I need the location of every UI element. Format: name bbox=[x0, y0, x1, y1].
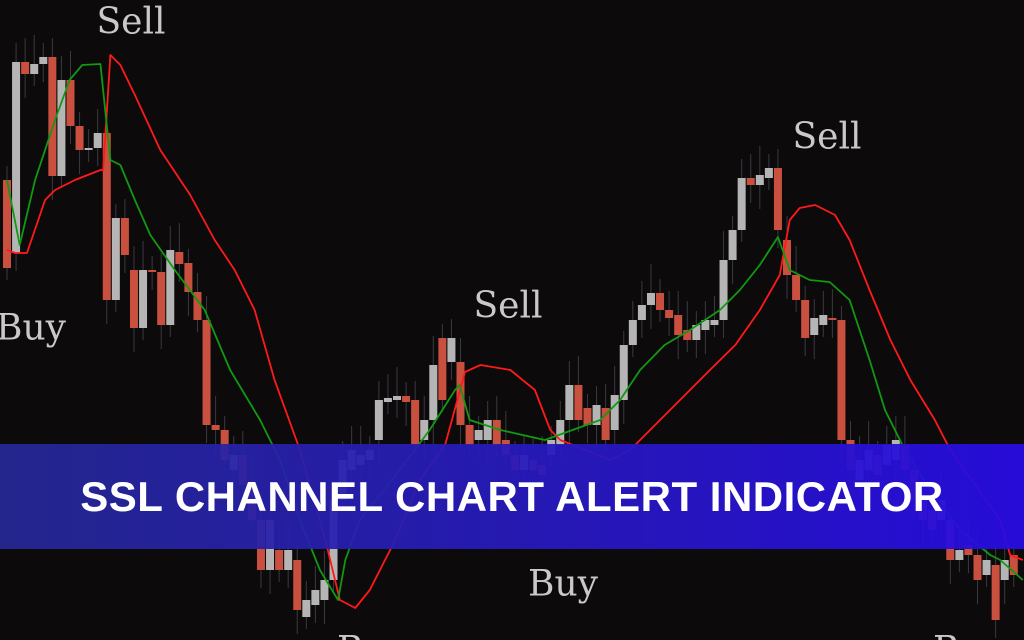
bearish-candle bbox=[157, 272, 166, 325]
bearish-candle bbox=[129, 270, 138, 328]
bullish-candle bbox=[320, 580, 329, 600]
bearish-candle bbox=[465, 425, 474, 445]
bullish-candle bbox=[628, 320, 637, 345]
bearish-candle bbox=[773, 168, 782, 230]
bearish-candle bbox=[583, 408, 592, 425]
sell-signal-label: Sell bbox=[473, 285, 543, 327]
bullish-candle bbox=[610, 395, 619, 430]
bullish-candle bbox=[982, 560, 991, 575]
bullish-candle bbox=[646, 293, 655, 305]
bearish-candle bbox=[48, 57, 57, 176]
bearish-candle bbox=[3, 180, 11, 268]
bullish-candle bbox=[637, 305, 646, 320]
bearish-candle bbox=[674, 315, 683, 335]
bullish-candle bbox=[955, 550, 964, 560]
bearish-candle bbox=[202, 320, 211, 425]
bullish-candle bbox=[139, 270, 148, 328]
bearish-candle bbox=[746, 178, 755, 185]
bullish-candle bbox=[556, 420, 565, 445]
bullish-candle bbox=[166, 250, 175, 325]
bearish-candle bbox=[665, 310, 674, 318]
bullish-candle bbox=[383, 398, 392, 402]
bearish-candle bbox=[1009, 555, 1018, 575]
bullish-candle bbox=[429, 365, 438, 420]
buy-signal-label: Buy bbox=[528, 563, 598, 605]
bearish-candle bbox=[973, 555, 982, 580]
bearish-candle bbox=[411, 400, 420, 445]
bearish-candle bbox=[792, 275, 801, 300]
bullish-candle bbox=[93, 133, 102, 148]
bullish-candle bbox=[57, 80, 66, 176]
bearish-candle bbox=[102, 133, 111, 300]
bearish-candle bbox=[148, 270, 157, 272]
bullish-candle bbox=[374, 400, 383, 440]
bullish-candle bbox=[12, 62, 21, 253]
bearish-candle bbox=[21, 62, 30, 74]
bearish-candle bbox=[783, 240, 792, 275]
bearish-candle bbox=[293, 560, 302, 610]
bullish-candle bbox=[483, 420, 492, 440]
buy-signal-label: Buy bbox=[337, 630, 407, 640]
bearish-candle bbox=[175, 252, 184, 264]
bullish-candle bbox=[447, 338, 456, 362]
ssl-red-line bbox=[6, 54, 1024, 609]
bearish-candle bbox=[402, 396, 411, 402]
buy-signal-label: Buy bbox=[0, 307, 66, 349]
bullish-candle bbox=[728, 230, 737, 260]
sell-signal-label: Sell bbox=[96, 1, 166, 43]
bullish-candle bbox=[764, 168, 773, 178]
bearish-candle bbox=[211, 425, 220, 430]
bearish-candle bbox=[492, 420, 501, 445]
bearish-candle bbox=[991, 565, 1000, 620]
banner-title: SSL CHANNEL CHART ALERT INDICATOR bbox=[80, 472, 944, 520]
bullish-candle bbox=[810, 318, 819, 335]
bearish-candle bbox=[275, 550, 284, 570]
bullish-candle bbox=[819, 315, 828, 325]
bearish-candle bbox=[801, 300, 810, 338]
bullish-candle bbox=[474, 430, 483, 440]
bearish-candle bbox=[438, 338, 447, 400]
bearish-candle bbox=[964, 545, 973, 555]
bearish-candle bbox=[66, 80, 75, 126]
bullish-candle bbox=[302, 600, 311, 617]
ssl-lines-layer bbox=[6, 54, 1024, 609]
buy-signal-label: Buy bbox=[933, 630, 1003, 640]
bearish-candle bbox=[601, 408, 610, 440]
bullish-candle bbox=[30, 64, 39, 74]
bullish-candle bbox=[284, 550, 293, 570]
bearish-candle bbox=[683, 330, 692, 340]
bearish-candle bbox=[120, 218, 129, 255]
bullish-candle bbox=[710, 320, 719, 325]
bearish-candle bbox=[574, 385, 583, 420]
bullish-candle bbox=[737, 178, 746, 230]
ssl-green-line bbox=[6, 63, 1024, 601]
bullish-candle bbox=[393, 396, 402, 400]
bullish-candle bbox=[39, 57, 48, 64]
bearish-candle bbox=[456, 362, 465, 425]
bullish-candle bbox=[701, 320, 710, 330]
bullish-candle bbox=[692, 325, 701, 340]
sell-signal-label: Sell bbox=[792, 116, 862, 158]
title-banner: SSL CHANNEL CHART ALERT INDICATOR bbox=[0, 444, 1024, 549]
bearish-candle bbox=[193, 292, 202, 320]
bullish-candle bbox=[311, 590, 320, 605]
bullish-candle bbox=[565, 385, 574, 420]
bullish-candle bbox=[592, 405, 601, 425]
bullish-candle bbox=[1000, 560, 1009, 580]
bullish-candle bbox=[719, 260, 728, 320]
bullish-candle bbox=[619, 345, 628, 400]
bearish-candle bbox=[184, 263, 193, 292]
bullish-candle bbox=[84, 148, 93, 150]
bullish-candle bbox=[111, 218, 120, 300]
bullish-candle bbox=[420, 420, 429, 440]
bearish-candle bbox=[837, 320, 846, 440]
bearish-candle bbox=[656, 293, 665, 310]
bearish-candle bbox=[75, 126, 84, 150]
bearish-candle bbox=[828, 318, 837, 320]
bullish-candle bbox=[755, 175, 764, 185]
